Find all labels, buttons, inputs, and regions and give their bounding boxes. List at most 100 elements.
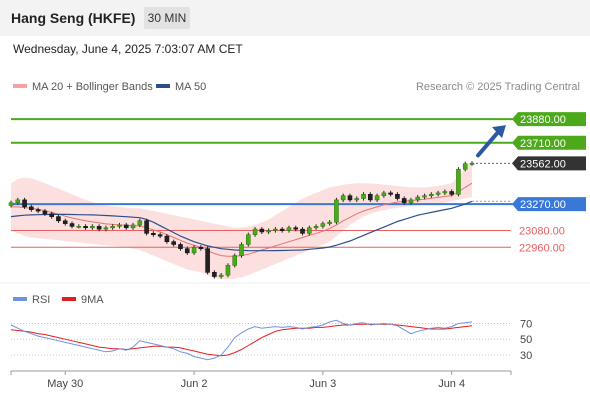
candle-body — [83, 226, 88, 229]
candle-body — [442, 191, 448, 194]
candle-0 — [8, 200, 14, 208]
rsi-plot-area: 70 50 30 — [10, 318, 532, 362]
candle-body — [320, 223, 326, 227]
candle-body — [469, 163, 475, 165]
candle-23 — [164, 234, 170, 244]
legend-label-9ma: 9MA — [81, 294, 104, 306]
timeframe-badge[interactable]: 30 MIN — [144, 7, 190, 29]
candle-body — [361, 194, 366, 199]
candle-54 — [374, 193, 380, 202]
candle-body — [388, 192, 393, 195]
candle-7 — [56, 214, 61, 223]
candle-body — [49, 213, 54, 217]
legend-label-rsi: RSI — [32, 294, 50, 306]
candle-body — [239, 244, 244, 256]
candle-6 — [49, 211, 54, 219]
candle-body — [422, 195, 427, 198]
legend-label-ma50: MA 50 — [175, 81, 206, 93]
candle-body — [123, 224, 129, 229]
level-label-0: 23880.00 — [520, 114, 566, 126]
candle-body — [90, 226, 95, 229]
candle-body — [96, 226, 102, 230]
candle-body — [35, 209, 41, 212]
candle-body — [408, 199, 414, 203]
candle-52 — [361, 192, 366, 201]
candle-27 — [191, 245, 197, 255]
candle-44 — [306, 225, 312, 236]
candle-body — [415, 196, 421, 201]
candle-41 — [286, 225, 292, 233]
rsi-ma-line — [10, 323, 473, 357]
candle-18 — [130, 222, 136, 230]
candle-body — [334, 199, 339, 223]
candle-35 — [245, 232, 251, 247]
candle-14 — [103, 225, 109, 232]
candle-11 — [83, 224, 88, 230]
datetime-label: Wednesday, June 4, 2025 7:03:07 AM CET — [13, 42, 243, 56]
x-tick-label-0: May 30 — [47, 378, 83, 390]
candle-5 — [42, 208, 48, 216]
candle-29 — [205, 246, 210, 275]
level-label-5: 22960.00 — [519, 242, 565, 254]
candle-46 — [320, 221, 326, 229]
candle-55 — [381, 190, 387, 198]
candle-body — [313, 226, 319, 229]
bollinger-band — [11, 160, 472, 280]
candle-body — [56, 216, 61, 222]
level-tag-2 — [512, 156, 586, 171]
candle-body — [354, 198, 360, 201]
candle-17 — [123, 222, 129, 230]
candle-57 — [395, 192, 400, 201]
candle-body — [266, 230, 271, 233]
candle-body — [340, 195, 346, 201]
candle-body — [395, 194, 400, 199]
candle-48 — [334, 197, 339, 225]
level-tag-0 — [512, 112, 586, 127]
level-label-1: 23710.00 — [520, 138, 566, 150]
candle-body — [69, 223, 75, 227]
candle-53 — [368, 192, 373, 202]
candle-body — [191, 246, 197, 254]
candle-2 — [22, 197, 27, 209]
candle-body — [198, 246, 204, 249]
candle-body — [164, 235, 170, 242]
candle-body — [456, 168, 461, 195]
candle-36 — [252, 227, 258, 237]
projection-arrow-shaft — [476, 129, 501, 158]
candle-12 — [90, 224, 95, 230]
candle-body — [184, 248, 190, 254]
legend-swatch-ma50 — [156, 84, 170, 88]
candle-body — [218, 274, 224, 277]
candle-40 — [279, 227, 285, 233]
candle-16 — [117, 222, 122, 229]
candle-body — [130, 224, 136, 229]
projection-arrow-head — [492, 125, 506, 139]
level-label-2: 23562.00 — [520, 158, 566, 170]
legend-swatch-ma20-bb — [13, 84, 27, 88]
candle-26 — [184, 246, 190, 255]
candle-body — [306, 227, 312, 234]
rsi-line — [10, 319, 473, 361]
candle-30 — [212, 270, 217, 279]
candle-9 — [69, 221, 75, 229]
level-labels: 23880.00 23710.00 23562.00 23270.00 23080.00… — [512, 112, 586, 254]
candle-body — [429, 194, 434, 197]
candle-body — [273, 228, 278, 231]
candle-body — [449, 191, 454, 195]
candle-body — [368, 194, 373, 201]
candle-body — [22, 199, 27, 208]
candle-37 — [259, 227, 265, 235]
candle-19 — [137, 218, 143, 228]
candle-34 — [239, 242, 244, 258]
candle-body — [15, 199, 21, 203]
candle-59 — [408, 197, 414, 205]
candle-body — [29, 206, 34, 210]
candle-body — [435, 192, 441, 195]
legend-swatch-9ma — [62, 297, 76, 301]
candle-body — [225, 265, 231, 276]
candle-22 — [157, 232, 163, 239]
level-label-3: 23270.00 — [520, 199, 566, 211]
candle-60 — [415, 195, 421, 202]
candle-body — [232, 255, 238, 266]
rsi-tick-50: 50 — [520, 334, 532, 346]
